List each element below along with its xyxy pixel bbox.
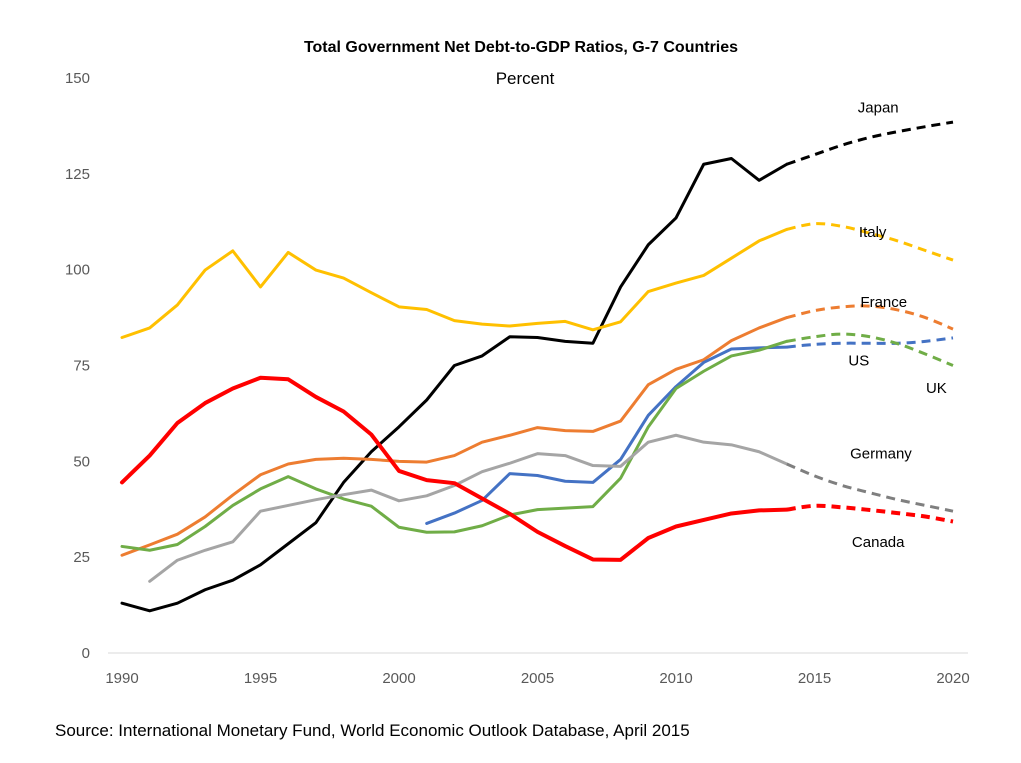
series-us: [425, 336, 954, 525]
series-canada: [120, 375, 954, 562]
series-label-germany: Germany: [850, 445, 912, 462]
x-tick-label: 1995: [244, 670, 277, 687]
series-line-france-projection: [786, 304, 954, 331]
x-tick-label: 2005: [521, 670, 554, 687]
chart-title: Total Government Net Debt-to-GDP Ratios,…: [304, 39, 738, 56]
series-line-france-actual: [120, 316, 789, 557]
series-line-canada-projection: [786, 503, 954, 524]
series-line-germany-actual: [148, 433, 789, 583]
y-tick-label: 150: [65, 70, 90, 87]
x-tick-label: 2010: [659, 670, 692, 687]
y-tick-label: 50: [73, 453, 90, 470]
series-line-japan-actual: [120, 157, 789, 613]
series-line-germany-projection: [786, 462, 954, 513]
x-tick-label: 1990: [105, 670, 138, 687]
series-uk: [120, 332, 954, 552]
series-france: [120, 304, 954, 557]
series-label-canada: Canada: [852, 534, 905, 551]
series-label-france: France: [860, 294, 907, 311]
series-lines: [120, 120, 954, 613]
chart-subtitle: Percent: [496, 69, 555, 88]
y-tick-label: 75: [73, 358, 90, 375]
series-label-uk: UK: [926, 380, 947, 397]
series-label-italy: Italy: [859, 224, 887, 241]
y-tick-label: 100: [65, 262, 90, 279]
series-line-uk-projection: [786, 332, 954, 367]
series-italy: [120, 222, 954, 340]
series-line-italy-projection: [786, 222, 954, 262]
y-axis: 0 25 50 75 100 125 150: [65, 70, 90, 662]
series-japan: [120, 120, 954, 613]
x-tick-label: 2020: [936, 670, 969, 687]
series-line-italy-actual: [120, 227, 789, 340]
series-labels: Japan Italy France US UK Germany Canada: [848, 100, 946, 552]
series-line-us-actual: [425, 345, 789, 525]
series-label-japan: Japan: [858, 100, 899, 117]
x-tick-label: 2000: [382, 670, 415, 687]
source-note: Source: International Monetary Fund, Wor…: [55, 721, 690, 740]
series-line-us-projection: [786, 336, 954, 349]
y-tick-label: 25: [73, 549, 90, 566]
y-tick-label: 125: [65, 166, 90, 183]
series-label-us: US: [848, 353, 869, 370]
series-line-canada-actual: [120, 375, 789, 562]
y-tick-label: 0: [82, 645, 90, 662]
x-axis: 1990 1995 2000 2005 2010 2015 2020: [105, 670, 969, 687]
x-tick-label: 2015: [798, 670, 831, 687]
series-line-japan-projection: [786, 120, 954, 166]
series-germany: [148, 433, 954, 583]
series-line-uk-actual: [120, 339, 789, 552]
